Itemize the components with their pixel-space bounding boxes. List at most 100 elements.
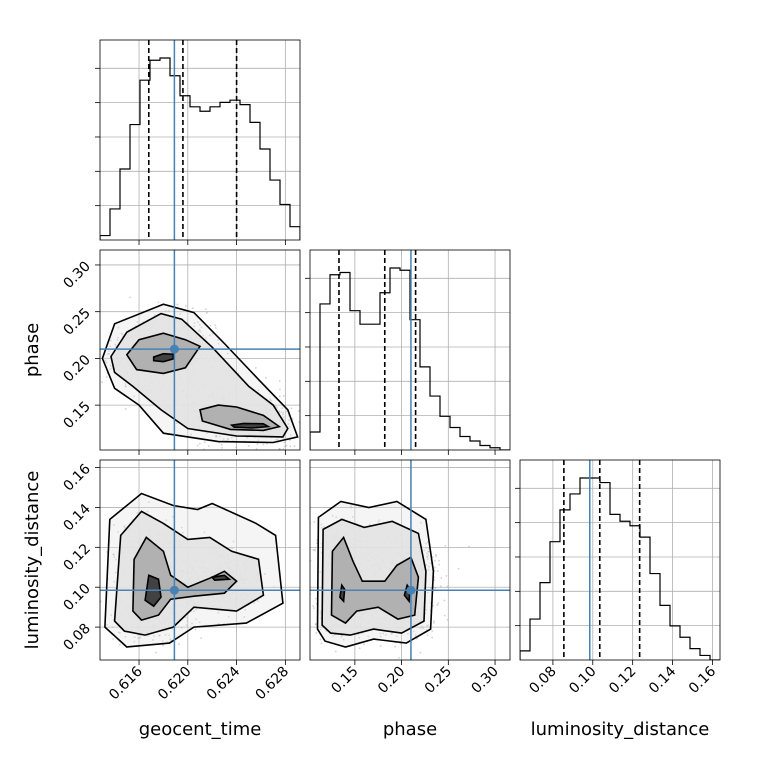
sample-point bbox=[282, 395, 285, 397]
panel-luminosity_distance-phase: 0.15 0.20 0.25 0.30 bbox=[309, 459, 511, 697]
sample-point bbox=[285, 410, 288, 413]
sample-point bbox=[340, 635, 343, 638]
sample-point bbox=[320, 523, 323, 526]
sample-point bbox=[133, 395, 135, 398]
sample-point bbox=[119, 631, 121, 634]
sample-point bbox=[227, 438, 230, 441]
sample-point bbox=[319, 628, 322, 631]
sample-point bbox=[167, 309, 170, 312]
sample-point bbox=[278, 380, 281, 382]
contour-inner bbox=[152, 352, 174, 363]
sample-point bbox=[319, 638, 322, 641]
sample-point bbox=[438, 563, 440, 566]
sample-point bbox=[136, 320, 139, 323]
sample-point bbox=[95, 596, 97, 598]
sample-point bbox=[379, 632, 382, 635]
sample-point bbox=[117, 336, 119, 339]
sample-point bbox=[435, 555, 438, 558]
sample-point bbox=[124, 385, 127, 388]
sample-point bbox=[110, 339, 112, 342]
gridlines bbox=[520, 460, 720, 660]
sample-point bbox=[320, 642, 323, 645]
density-luminosity_distance_vs_geocent_time bbox=[95, 492, 284, 654]
sample-point bbox=[146, 510, 149, 513]
panel-luminosity_distance-luminosity_distance: 0.08 0.10 0.12 0.14 0.16 bbox=[515, 459, 721, 697]
sample-point bbox=[379, 645, 382, 647]
sample-point bbox=[203, 531, 206, 534]
sample-point bbox=[288, 426, 291, 428]
x-tick-label: 0.12 bbox=[606, 664, 639, 697]
sample-point bbox=[291, 417, 294, 420]
x-tick-label: 0.15 bbox=[328, 664, 361, 697]
sample-point bbox=[320, 617, 322, 620]
sample-point bbox=[398, 656, 400, 659]
sample-point bbox=[427, 565, 430, 568]
sample-point bbox=[217, 611, 220, 614]
sample-point bbox=[193, 322, 196, 324]
sample-point bbox=[443, 599, 446, 602]
sample-point bbox=[427, 550, 430, 553]
sample-point bbox=[282, 416, 284, 419]
sample-point bbox=[197, 321, 199, 324]
sample-point bbox=[109, 368, 111, 371]
sample-point bbox=[314, 549, 316, 552]
sample-point bbox=[414, 634, 417, 636]
sample-point bbox=[342, 638, 345, 641]
sample-point bbox=[186, 619, 189, 622]
sample-point bbox=[117, 326, 120, 329]
sample-point bbox=[420, 521, 422, 524]
sample-point bbox=[104, 359, 107, 362]
contour-outer bbox=[110, 312, 289, 438]
x-axis-label-luminosity_distance: luminosity_distance bbox=[531, 719, 710, 740]
sample-point bbox=[221, 447, 224, 449]
sample-point bbox=[114, 343, 117, 346]
x-tick-label: 0.620 bbox=[155, 664, 195, 704]
sample-point bbox=[283, 445, 286, 448]
sample-point bbox=[433, 566, 436, 569]
sample-point bbox=[269, 398, 272, 401]
sample-point bbox=[270, 399, 273, 402]
truth-marker bbox=[169, 344, 179, 354]
sample-point bbox=[177, 643, 180, 646]
sample-point bbox=[164, 310, 167, 312]
sample-point bbox=[207, 445, 210, 447]
truth-marker bbox=[169, 585, 179, 595]
y-tick-label: 0.08 bbox=[60, 621, 93, 654]
sample-point bbox=[203, 441, 206, 444]
x-axis-label-phase: phase bbox=[383, 719, 437, 740]
sample-point bbox=[105, 376, 108, 378]
sample-point bbox=[119, 643, 121, 646]
sample-point bbox=[170, 639, 172, 642]
panel-phase-geocent_time: 0.15 0.20 0.25 0.30 bbox=[60, 249, 301, 455]
sample-point bbox=[298, 421, 300, 424]
contour-mid bbox=[125, 332, 202, 375]
sample-point bbox=[108, 350, 110, 352]
sample-point bbox=[257, 439, 260, 442]
sample-point bbox=[227, 616, 230, 618]
sample-point bbox=[109, 364, 112, 367]
sample-point bbox=[430, 587, 432, 589]
sample-point bbox=[293, 445, 296, 448]
sample-point bbox=[312, 549, 315, 551]
sample-point bbox=[116, 338, 119, 341]
sample-point bbox=[468, 545, 471, 548]
sample-point bbox=[431, 636, 434, 639]
sample-point bbox=[114, 571, 117, 574]
sample-point bbox=[445, 575, 448, 577]
axes-frame bbox=[309, 249, 511, 451]
sample-point bbox=[165, 519, 168, 522]
sample-point bbox=[285, 444, 288, 447]
sample-point bbox=[423, 549, 426, 552]
x-tick-label: 0.616 bbox=[106, 663, 146, 703]
sample-point bbox=[100, 600, 102, 603]
sample-point bbox=[425, 542, 427, 545]
sample-point bbox=[426, 634, 429, 637]
sample-point bbox=[111, 367, 113, 370]
sample-point bbox=[425, 563, 427, 566]
sample-point bbox=[209, 324, 212, 327]
sample-point bbox=[198, 442, 201, 445]
sample-point bbox=[419, 627, 422, 629]
sample-point bbox=[231, 547, 234, 550]
sample-point bbox=[427, 624, 429, 627]
sample-point bbox=[123, 525, 125, 528]
